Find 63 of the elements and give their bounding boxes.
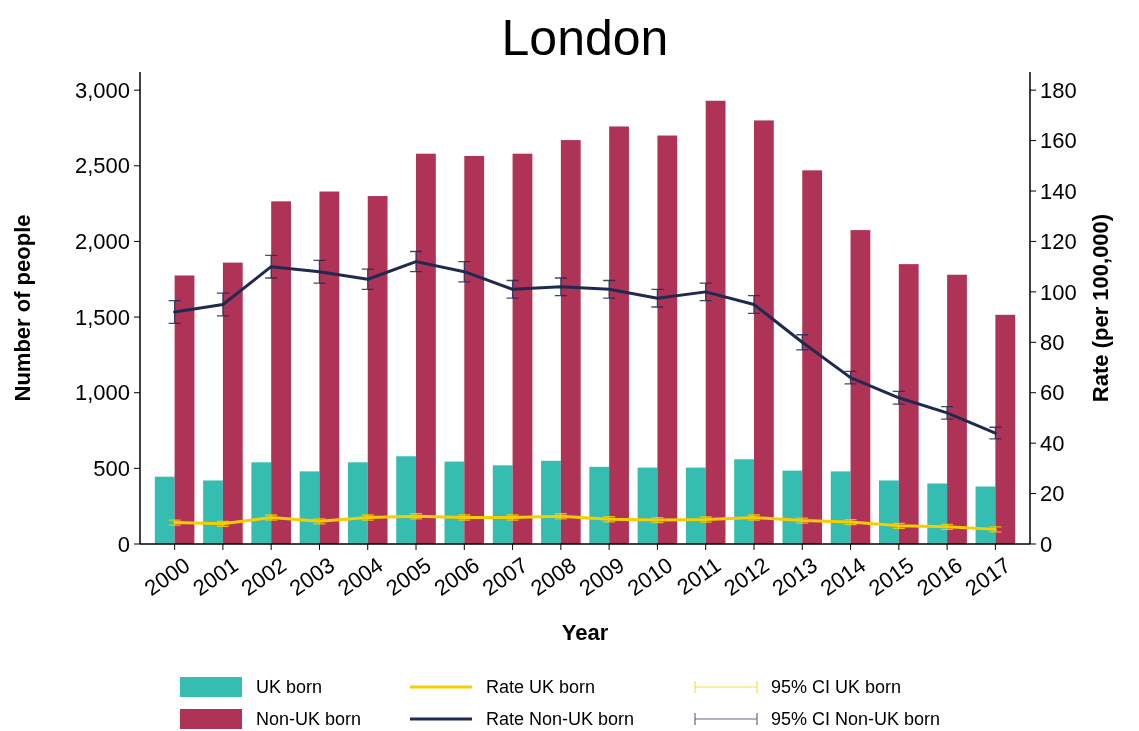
bar <box>367 196 388 544</box>
y2-tick-label: 180 <box>1040 77 1077 103</box>
bar <box>271 201 291 544</box>
y-tick-label: 3,000 <box>74 77 130 103</box>
bar <box>830 471 851 544</box>
bar <box>947 274 967 544</box>
bar <box>154 476 175 544</box>
x-tick-label: 2001 <box>188 552 243 601</box>
bar <box>560 140 581 544</box>
bar <box>802 170 823 544</box>
bar <box>416 153 436 544</box>
bar <box>347 462 368 544</box>
text: 95% CI Non-UK born <box>771 709 941 730</box>
bar <box>609 126 629 544</box>
bar <box>299 471 320 544</box>
bar <box>705 100 726 544</box>
bar <box>685 467 706 544</box>
bar <box>753 120 774 544</box>
bar <box>541 460 561 544</box>
y2-tick-label: 40 <box>1040 430 1065 456</box>
y-tick-label: 500 <box>93 456 130 482</box>
y2-tick-label: 160 <box>1040 128 1077 154</box>
y-tick-label: 1,000 <box>74 380 130 406</box>
legend-label: Non-UK born <box>256 709 362 730</box>
legend-label: Rate UK born <box>486 677 596 698</box>
bar <box>995 314 1016 544</box>
bar <box>637 467 658 544</box>
y-tick-label: 0 <box>117 531 130 557</box>
bar <box>251 462 272 544</box>
x-axis-title: Year <box>561 620 609 645</box>
bar <box>782 470 803 544</box>
y2-tick-label: 80 <box>1040 329 1065 355</box>
y2-tick-label: 20 <box>1040 481 1065 507</box>
bar <box>222 262 243 544</box>
line-series <box>173 514 997 531</box>
bar <box>879 480 899 544</box>
y2-axis-title: Rate (per 100,000) <box>1088 213 1113 403</box>
legend-label: UK born <box>256 677 323 698</box>
bar <box>174 275 195 544</box>
y-tick-label: 2,500 <box>74 153 130 179</box>
bar <box>657 135 678 544</box>
chart-title: London <box>501 10 669 66</box>
y2-tick-label: 100 <box>1040 279 1077 305</box>
y2-tick-label: 140 <box>1040 178 1077 204</box>
bar <box>589 466 610 544</box>
bar <box>492 465 513 544</box>
text: 95% CI UK born <box>771 677 902 698</box>
y-axis-title: Number of people <box>10 214 35 402</box>
bar <box>512 153 533 544</box>
bar <box>319 191 340 544</box>
bar <box>927 483 948 544</box>
bar <box>850 230 871 544</box>
y2-tick-label: 0 <box>1040 531 1053 557</box>
y-tick-label: 1,500 <box>74 304 130 330</box>
bar <box>203 480 223 544</box>
bar <box>396 456 417 544</box>
y2-tick-label: 120 <box>1040 229 1077 255</box>
bar <box>898 264 919 544</box>
bar <box>734 459 754 544</box>
legend-label: Rate Non-UK born <box>486 709 635 730</box>
bar <box>464 155 485 544</box>
y2-tick-label: 60 <box>1040 380 1065 406</box>
y-tick-label: 2,000 <box>74 229 130 255</box>
